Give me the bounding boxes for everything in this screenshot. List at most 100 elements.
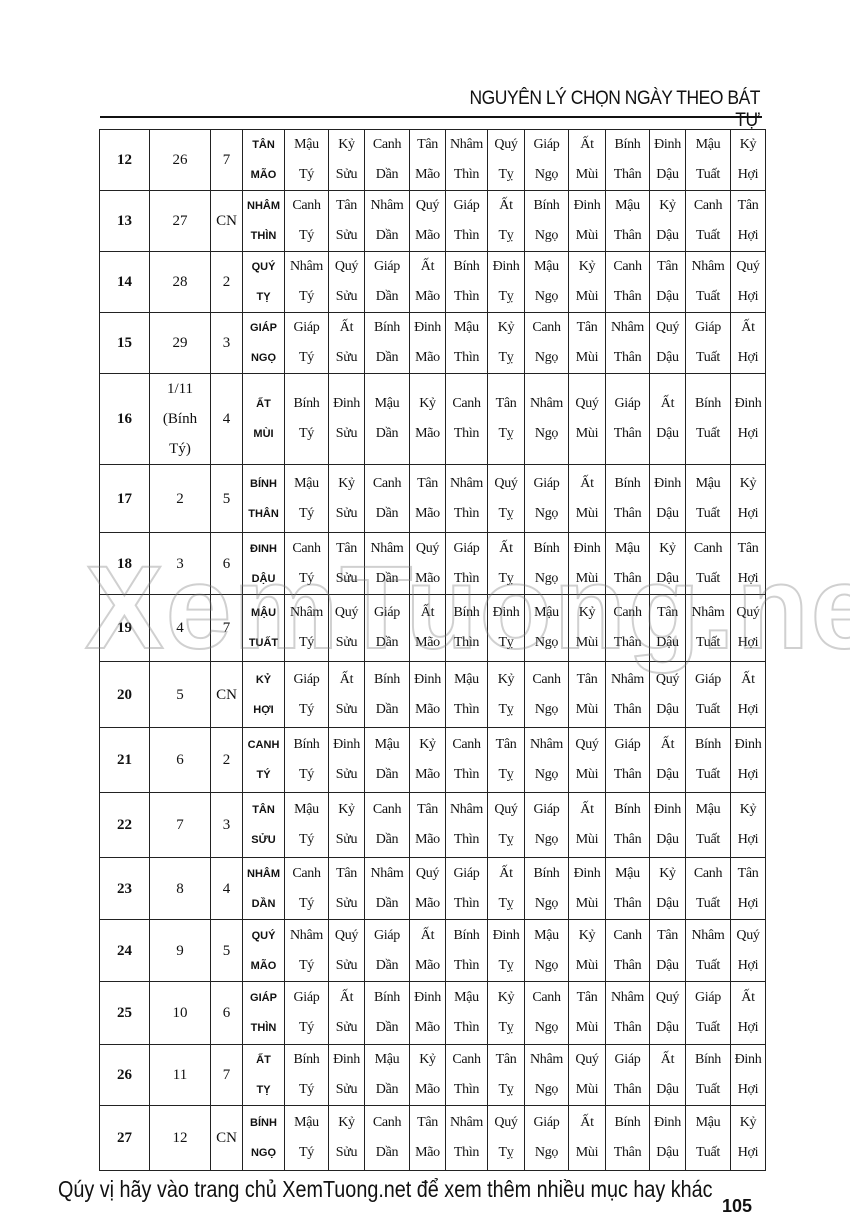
hour-pillar: Canh Dần	[364, 1105, 410, 1171]
hour-pillar: Nhâm Tý	[284, 594, 329, 662]
hour-pillar: Ất Tỵ	[487, 532, 525, 595]
hour-pillar: Mậu Thân	[605, 532, 650, 595]
hour-stem: Mậu	[454, 671, 479, 687]
hour-pillar: Canh Thìn	[445, 1044, 488, 1106]
hour-branch: Thìn	[453, 767, 480, 782]
hour-pillar: Mậu Ngọ	[524, 251, 569, 313]
hour-branch: Mùi	[575, 505, 599, 521]
hour-branch: Tý	[299, 1020, 314, 1035]
hour-pillar: Quý Tỵ	[487, 1105, 525, 1171]
hour-stem: Canh	[613, 605, 642, 620]
hour-branch: Dậu	[656, 570, 679, 586]
hour-stem: Bính	[373, 990, 401, 1005]
hour-branch: Ngọ	[534, 426, 559, 441]
day-branch: MÃO	[250, 169, 277, 181]
hour-stem: Kỷ	[338, 137, 355, 152]
hour-stem: Mậu	[534, 259, 559, 274]
hour-pillar: Quý Dậu	[649, 661, 686, 728]
hour-stem: Quý	[736, 927, 760, 943]
hour-stem: Giáp	[694, 320, 721, 335]
hour-branch: Mão	[415, 957, 440, 973]
hour-branch: Tý	[299, 289, 314, 304]
weekday-value: 4	[222, 880, 231, 897]
hour-stem: Ất	[339, 990, 354, 1005]
day-pillar: BÍNH NGỌ	[242, 1105, 285, 1171]
day-stem: GIÁP	[250, 322, 277, 334]
weekday: CN	[210, 190, 243, 252]
hour-stem: Ất	[660, 737, 675, 752]
weekday-value: 3	[222, 817, 231, 833]
hour-pillar: Canh Tuất	[685, 857, 731, 920]
table-row: 24 9 5 QUÝ MÃO Nhâm Tý Quý Sửu Giáp Dần Ất Mão Bính Th…	[99, 919, 766, 982]
hour-pillar: Bính Tý	[284, 727, 329, 793]
hour-stem: Đinh	[333, 1052, 360, 1067]
hour-pillar: Đinh Mùi	[568, 532, 606, 595]
hour-branch: Mùi	[575, 635, 599, 650]
hour-stem: Tân	[336, 865, 357, 881]
hour-branch: Dậu	[656, 289, 679, 304]
hour-pillar: Bính Tý	[284, 1044, 329, 1106]
hour-stem: Canh	[452, 1052, 481, 1067]
hour-branch: Sửu	[335, 426, 358, 441]
hour-stem: Quý	[334, 259, 359, 274]
hour-pillar: Tân Tỵ	[487, 1044, 525, 1106]
hour-stem: Nhâm	[529, 1052, 563, 1067]
hour-pillar: Ất Hợi	[730, 661, 766, 728]
hour-pillar: Tân Dậu	[649, 594, 686, 662]
hour-branch: Tỵ	[498, 1145, 514, 1160]
hour-stem: Nhâm	[449, 137, 483, 152]
table-row: 12 26 7 TÂN MÃO Mậu Tý Kỷ Sửu Canh Dần Tân Mão Nhâm Th…	[99, 129, 766, 191]
solar-day-value: 25	[117, 1005, 132, 1021]
hour-pillar: Kỷ Mùi	[568, 919, 606, 982]
day-stem: TÂN	[252, 139, 275, 151]
hour-stem: Kỷ	[739, 475, 757, 491]
hour-branch: Sửu	[335, 767, 358, 782]
hour-pillar: Mậu Tý	[284, 1105, 329, 1171]
hour-stem: Quý	[575, 1052, 599, 1067]
hour-pillar: Bính Ngọ	[524, 857, 569, 920]
weekday: 2	[210, 251, 243, 313]
hour-stem: Giáp	[533, 1115, 560, 1130]
hour-pillar: Đinh Mão	[409, 661, 446, 728]
hour-stem: Nhâm	[529, 737, 563, 752]
hour-branch: Thân	[613, 167, 642, 182]
hour-pillar: Bính Tuất	[685, 1044, 731, 1106]
hour-stem: Giáp	[453, 865, 480, 881]
hour-pillar: Kỷ Mùi	[568, 594, 606, 662]
solar-day: 17	[99, 464, 150, 533]
hour-pillar: Kỷ Sửu	[328, 129, 365, 191]
hour-branch: Tuất	[696, 895, 720, 911]
table-row: 13 27 CN NHÂM THÌN Canh Tý Tân Sửu Nhâm Dần Quý Mão G…	[99, 190, 766, 252]
lunar-day-value: 3	[176, 555, 184, 572]
hour-stem: Giáp	[614, 737, 641, 752]
hour-branch: Mão	[415, 426, 440, 441]
hour-pillar: Đinh Hợi	[730, 727, 766, 793]
lunar-day-value: 2	[176, 490, 184, 507]
hour-branch: Thân	[613, 1082, 642, 1097]
hour-branch: Mùi	[575, 289, 599, 304]
hour-stem: Đinh	[734, 396, 762, 411]
hour-pillar: Nhâm Thân	[605, 661, 650, 728]
hour-pillar: Đinh Tỵ	[487, 594, 525, 662]
weekday: 2	[210, 727, 243, 793]
hour-pillar: Đinh Hợi	[730, 373, 766, 465]
hour-branch: Thân	[613, 957, 642, 973]
hour-pillar: Ất Tỵ	[487, 190, 525, 252]
hour-branch: Tuất	[696, 570, 720, 586]
hour-pillar: Mậu Tuất	[685, 1105, 731, 1171]
hour-branch: Dần	[375, 289, 399, 304]
hour-branch: Hợi	[737, 426, 759, 441]
day-branch: THÌN	[250, 230, 277, 242]
hour-pillar: Tân Dậu	[649, 919, 686, 982]
day-branch: MÙI	[253, 428, 274, 440]
hour-branch: Tỵ	[498, 228, 514, 243]
hour-pillar: Đinh Hợi	[730, 1044, 766, 1106]
hour-pillar: Kỷ Sửu	[328, 1105, 365, 1171]
day-branch: DẬU	[251, 572, 276, 585]
weekday-value: 4	[222, 411, 231, 427]
day-stem: ẤT	[256, 1054, 271, 1066]
hour-branch: Tỵ	[498, 832, 514, 847]
hour-pillar: Giáp Thìn	[445, 857, 488, 920]
hour-pillar: Mậu Ngọ	[524, 594, 569, 662]
hour-pillar: Tân Tỵ	[487, 373, 525, 465]
